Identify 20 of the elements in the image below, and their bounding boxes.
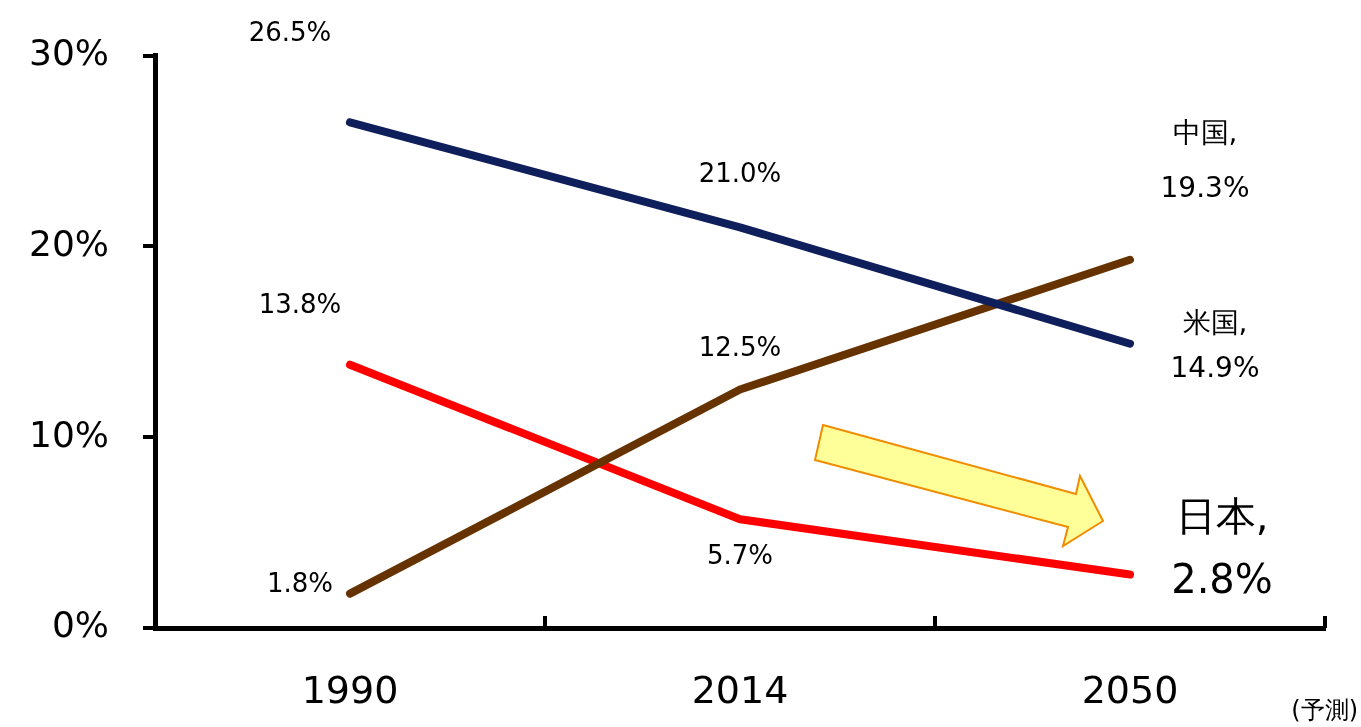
data-label: 14.9% <box>1170 351 1260 385</box>
series-label: 日本, <box>1175 493 1269 540</box>
data-label: 21.0% <box>698 158 782 189</box>
text: 中国, <box>1172 116 1238 150</box>
x-tick-label: 2014 <box>691 667 789 712</box>
x-tick-label: 2050 <box>1081 667 1179 712</box>
data-label: 2.8% <box>1171 556 1273 603</box>
x-tick-label: 1990 <box>301 667 399 712</box>
y-tick-label: 30% <box>28 31 109 73</box>
y-tick-label: 10% <box>28 413 109 455</box>
data-label: 1.8% <box>266 568 334 599</box>
y-tick-label: 20% <box>28 222 109 264</box>
data-label: 26.5% <box>248 17 332 48</box>
data-label: 13.8% <box>258 289 342 320</box>
data-label: 19.3% <box>1160 171 1250 205</box>
series-label: 米国, <box>1182 306 1248 340</box>
y-tick-label: 0% <box>51 604 109 646</box>
data-label: 5.7% <box>706 539 774 570</box>
data-label: 12.5% <box>698 332 782 363</box>
text: (予測) <box>1291 696 1358 725</box>
